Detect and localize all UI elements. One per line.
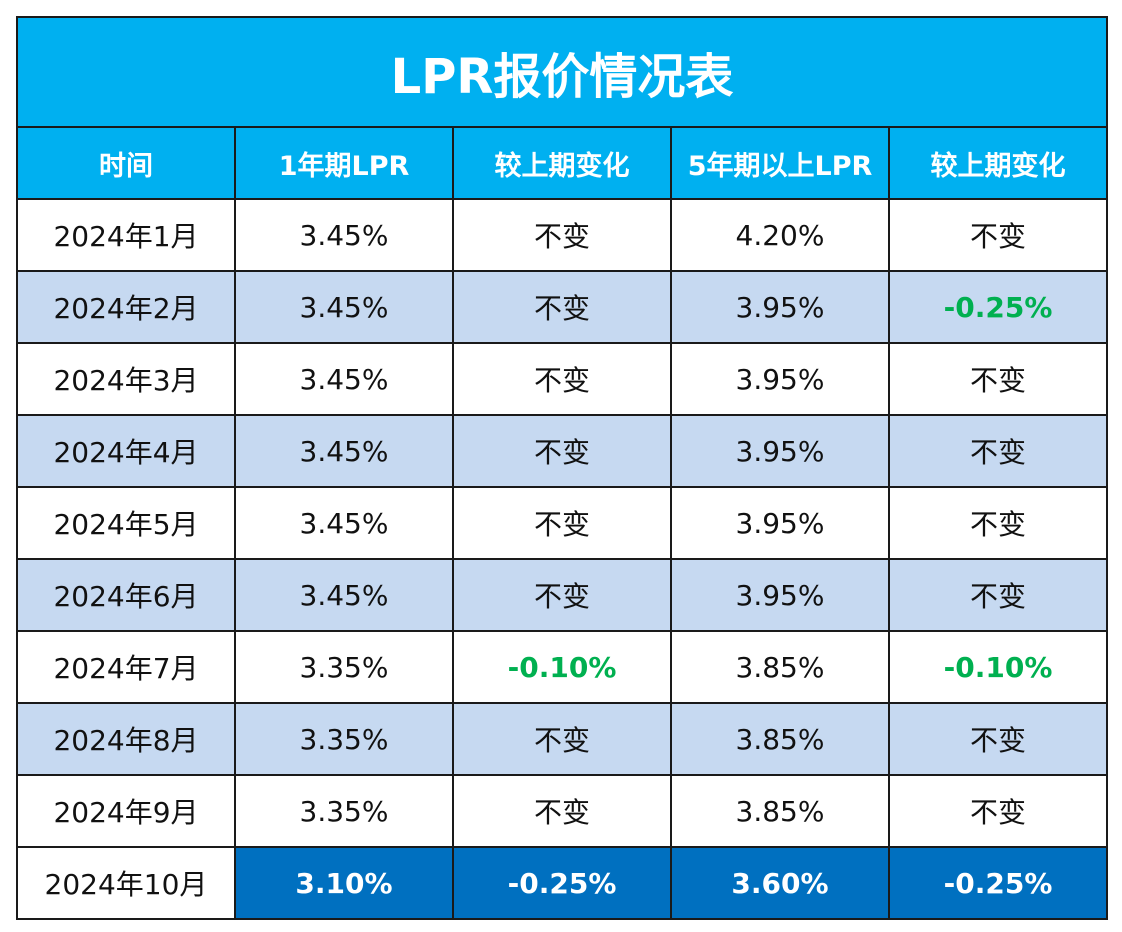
lpr-1y-cell: 3.45% [234, 270, 454, 344]
time-cell: 2024年10月 [16, 846, 236, 920]
change-1y-cell: 不变 [452, 270, 672, 344]
change-5y-cell: 不变 [887, 558, 1109, 632]
lpr-5y-cell: 3.85% [670, 774, 890, 848]
header-5y-lpr: 5年期以上LPR [670, 126, 890, 200]
lpr-5y-cell: 3.95% [670, 486, 890, 560]
header-row: 时间 1年期LPR 较上期变化 5年期以上LPR 较上期变化 [16, 126, 1109, 200]
table-row: 2024年9月 3.35% 不变 3.85% 不变 [16, 774, 1109, 848]
lpr-5y-cell: 4.20% [670, 198, 890, 272]
lpr-5y-cell: 3.95% [670, 270, 890, 344]
time-cell: 2024年5月 [16, 486, 236, 560]
time-cell: 2024年8月 [16, 702, 236, 776]
change-1y-cell: -0.25% [452, 846, 672, 920]
table-row: 2024年1月 3.45% 不变 4.20% 不变 [16, 198, 1109, 272]
lpr-5y-cell: 3.95% [670, 558, 890, 632]
table-title: LPR报价情况表 [15, 16, 1109, 128]
lpr-1y-cell: 3.35% [234, 774, 454, 848]
lpr-quote-table: LPR报价情况表 时间 1年期LPR 较上期变化 5年期以上LPR 较上期变化 … [15, 16, 1109, 920]
table-row: 2024年8月 3.35% 不变 3.85% 不变 [16, 702, 1109, 776]
change-5y-cell: 不变 [887, 198, 1109, 272]
lpr-1y-cell: 3.45% [234, 558, 454, 632]
lpr-5y-cell: 3.95% [670, 414, 890, 488]
time-cell: 2024年3月 [16, 342, 236, 416]
change-1y-cell: -0.10% [452, 630, 672, 704]
change-1y-cell: 不变 [452, 198, 672, 272]
time-cell: 2024年1月 [16, 198, 236, 272]
change-5y-cell: 不变 [887, 486, 1109, 560]
table-row: 2024年7月 3.35% -0.10% 3.85% -0.10% [16, 630, 1109, 704]
lpr-1y-cell: 3.45% [234, 414, 454, 488]
header-5y-change: 较上期变化 [887, 126, 1109, 200]
time-cell: 2024年2月 [16, 270, 236, 344]
time-cell: 2024年4月 [16, 414, 236, 488]
change-1y-cell: 不变 [452, 558, 672, 632]
title-row: LPR报价情况表 [15, 16, 1109, 128]
lpr-1y-cell: 3.45% [234, 198, 454, 272]
header-1y-change: 较上期变化 [452, 126, 672, 200]
change-5y-cell: -0.25% [887, 270, 1109, 344]
time-cell: 2024年6月 [16, 558, 236, 632]
table-body: 2024年1月 3.45% 不变 4.20% 不变 2024年2月 3.45% 不变 3.95%… [16, 198, 1109, 920]
table-row: 2024年2月 3.45% 不变 3.95% -0.25% [16, 270, 1109, 344]
table-row: 2024年3月 3.45% 不变 3.95% 不变 [16, 342, 1109, 416]
table-row: 2024年4月 3.45% 不变 3.95% 不变 [16, 414, 1109, 488]
change-5y-cell: -0.25% [887, 846, 1109, 920]
header-time: 时间 [16, 126, 236, 200]
change-1y-cell: 不变 [452, 342, 672, 416]
lpr-5y-cell: 3.95% [670, 342, 890, 416]
lpr-1y-cell: 3.45% [234, 486, 454, 560]
change-5y-cell: 不变 [887, 414, 1109, 488]
lpr-1y-cell: 3.45% [234, 342, 454, 416]
change-1y-cell: 不变 [452, 414, 672, 488]
change-1y-cell: 不变 [452, 702, 672, 776]
table-row: 2024年10月 3.10% -0.25% 3.60% -0.25% [16, 846, 1109, 920]
change-5y-cell: 不变 [887, 774, 1109, 848]
lpr-1y-cell: 3.10% [234, 846, 454, 920]
change-5y-cell: 不变 [887, 342, 1109, 416]
table-row: 2024年5月 3.45% 不变 3.95% 不变 [16, 486, 1109, 560]
header-1y-lpr: 1年期LPR [234, 126, 454, 200]
change-5y-cell: -0.10% [887, 630, 1109, 704]
lpr-5y-cell: 3.85% [670, 630, 890, 704]
change-1y-cell: 不变 [452, 774, 672, 848]
change-1y-cell: 不变 [452, 486, 672, 560]
change-5y-cell: 不变 [887, 702, 1109, 776]
time-cell: 2024年9月 [16, 774, 236, 848]
lpr-1y-cell: 3.35% [234, 702, 454, 776]
lpr-5y-cell: 3.85% [670, 702, 890, 776]
time-cell: 2024年7月 [16, 630, 236, 704]
lpr-1y-cell: 3.35% [234, 630, 454, 704]
lpr-5y-cell: 3.60% [670, 846, 890, 920]
table-row: 2024年6月 3.45% 不变 3.95% 不变 [16, 558, 1109, 632]
